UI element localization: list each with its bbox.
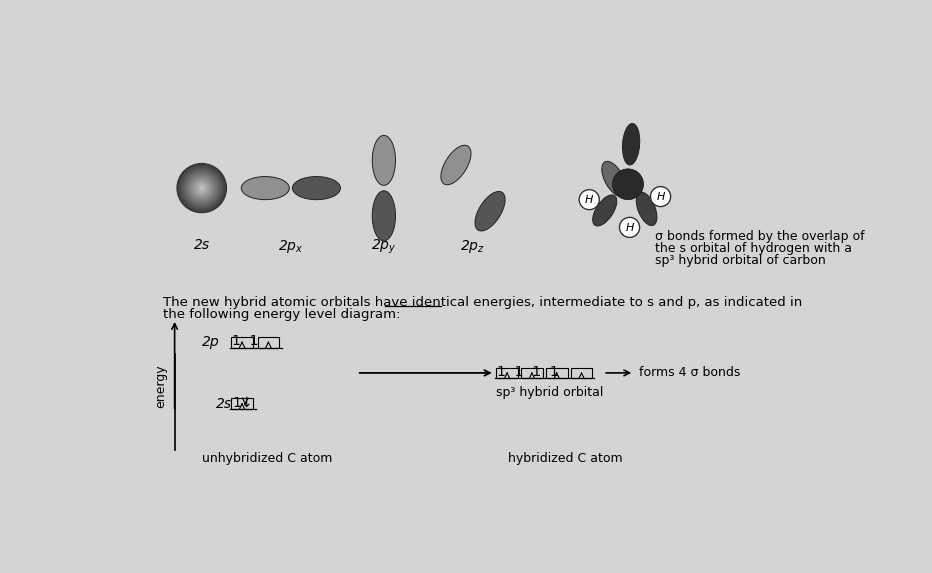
Circle shape [181, 167, 223, 209]
Text: sp³ hybrid orbital: sp³ hybrid orbital [496, 386, 604, 399]
Text: 2p: 2p [201, 335, 219, 349]
Circle shape [192, 178, 212, 198]
Circle shape [182, 168, 222, 208]
Text: 1↓: 1↓ [232, 396, 253, 410]
Ellipse shape [372, 135, 395, 186]
Text: H: H [656, 192, 665, 202]
Text: the following energy level diagram:: the following energy level diagram: [163, 308, 401, 321]
Text: The new hybrid atomic orbitals have identical energies, intermediate to s and p,: The new hybrid atomic orbitals have iden… [163, 296, 802, 309]
Circle shape [177, 163, 226, 213]
Ellipse shape [441, 145, 471, 185]
Circle shape [195, 181, 209, 195]
Circle shape [199, 186, 204, 190]
Ellipse shape [241, 176, 289, 199]
Text: 1  1: 1 1 [232, 334, 258, 348]
Ellipse shape [293, 176, 340, 199]
Circle shape [188, 175, 214, 201]
Text: unhybridized C atom: unhybridized C atom [201, 452, 332, 465]
Ellipse shape [637, 192, 657, 226]
Circle shape [194, 180, 210, 196]
Text: 2p$_z$: 2p$_z$ [460, 238, 486, 255]
Text: sp³ hybrid orbital of carbon: sp³ hybrid orbital of carbon [655, 254, 826, 266]
Ellipse shape [372, 191, 395, 241]
Ellipse shape [593, 195, 617, 226]
Text: 2s: 2s [215, 397, 232, 411]
Circle shape [579, 190, 599, 210]
Circle shape [198, 184, 206, 193]
Text: σ bonds formed by the overlap of: σ bonds formed by the overlap of [655, 230, 865, 244]
Text: 2s: 2s [194, 238, 210, 252]
Text: forms 4 σ bonds: forms 4 σ bonds [638, 366, 740, 379]
Text: 2p$_y$: 2p$_y$ [371, 238, 397, 257]
Circle shape [193, 179, 211, 197]
Circle shape [200, 187, 203, 189]
Circle shape [612, 169, 643, 199]
Text: 2p$_x$: 2p$_x$ [278, 238, 304, 255]
Circle shape [185, 171, 219, 205]
Circle shape [190, 176, 213, 200]
Circle shape [199, 185, 205, 191]
Circle shape [651, 187, 671, 207]
Circle shape [183, 170, 221, 207]
Circle shape [184, 170, 220, 206]
Text: 1  1  1  1: 1 1 1 1 [497, 365, 559, 379]
Circle shape [186, 173, 217, 203]
Text: H: H [585, 195, 594, 205]
Circle shape [185, 172, 218, 204]
Text: energy: energy [154, 364, 167, 408]
Circle shape [620, 217, 639, 237]
Circle shape [187, 174, 215, 202]
Ellipse shape [475, 191, 505, 231]
Ellipse shape [623, 123, 639, 165]
Circle shape [180, 166, 224, 210]
Text: hybridized C atom: hybridized C atom [508, 452, 623, 465]
Circle shape [191, 177, 212, 199]
Circle shape [179, 166, 225, 211]
Text: the s orbital of hydrogen with a: the s orbital of hydrogen with a [655, 242, 852, 255]
Ellipse shape [602, 162, 626, 197]
Circle shape [178, 164, 226, 212]
Text: H: H [625, 223, 634, 233]
Circle shape [197, 183, 207, 193]
Circle shape [196, 182, 208, 194]
